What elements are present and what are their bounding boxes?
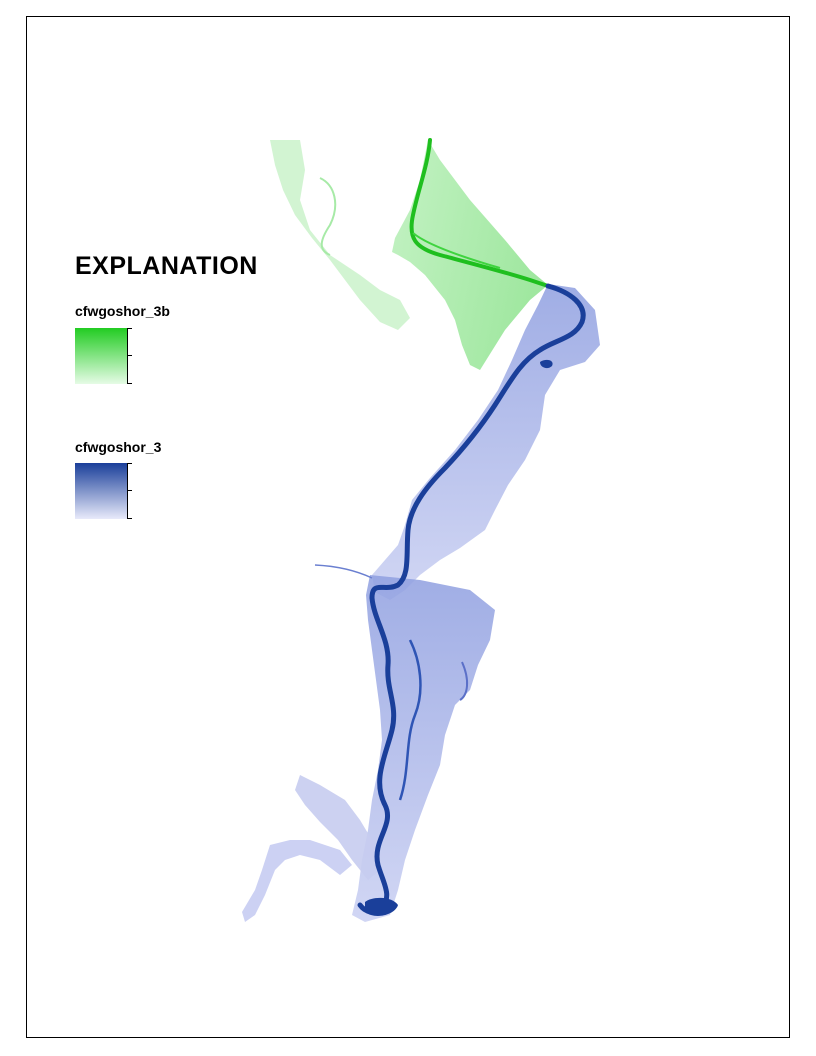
- legend-ticks-blue: [127, 463, 133, 519]
- legend-ticks-green: [127, 328, 133, 384]
- blue-lake-east: [540, 359, 553, 369]
- blue-floodplain-layer: [242, 283, 600, 922]
- map-frame: [26, 16, 790, 1038]
- blue-pond: [365, 897, 398, 916]
- legend-layer-label-blue: cfwgoshor_3: [75, 439, 162, 455]
- legend-title: EXPLANATION: [75, 252, 258, 280]
- green-floodplain-layer: [270, 138, 550, 370]
- green-channel-loop: [319, 177, 337, 256]
- blue-tributary-east: [459, 661, 468, 701]
- legend-color-ramp-blue: [75, 463, 127, 519]
- blue-floodplain-lower: [295, 775, 380, 880]
- green-side-channel: [412, 232, 501, 269]
- legend-layer-label-green: cfwgoshor_3b: [75, 303, 170, 319]
- green-main-channel: [409, 138, 550, 288]
- blue-main-channel: [357, 283, 586, 915]
- blue-lower-left-branch: [242, 840, 352, 922]
- legend-color-ramp-green: [75, 328, 127, 384]
- blue-secondary-channel: [398, 639, 422, 801]
- green-floodplain-east: [392, 140, 548, 370]
- green-floodplain-west: [270, 140, 410, 330]
- blue-tributary-west: [314, 564, 373, 579]
